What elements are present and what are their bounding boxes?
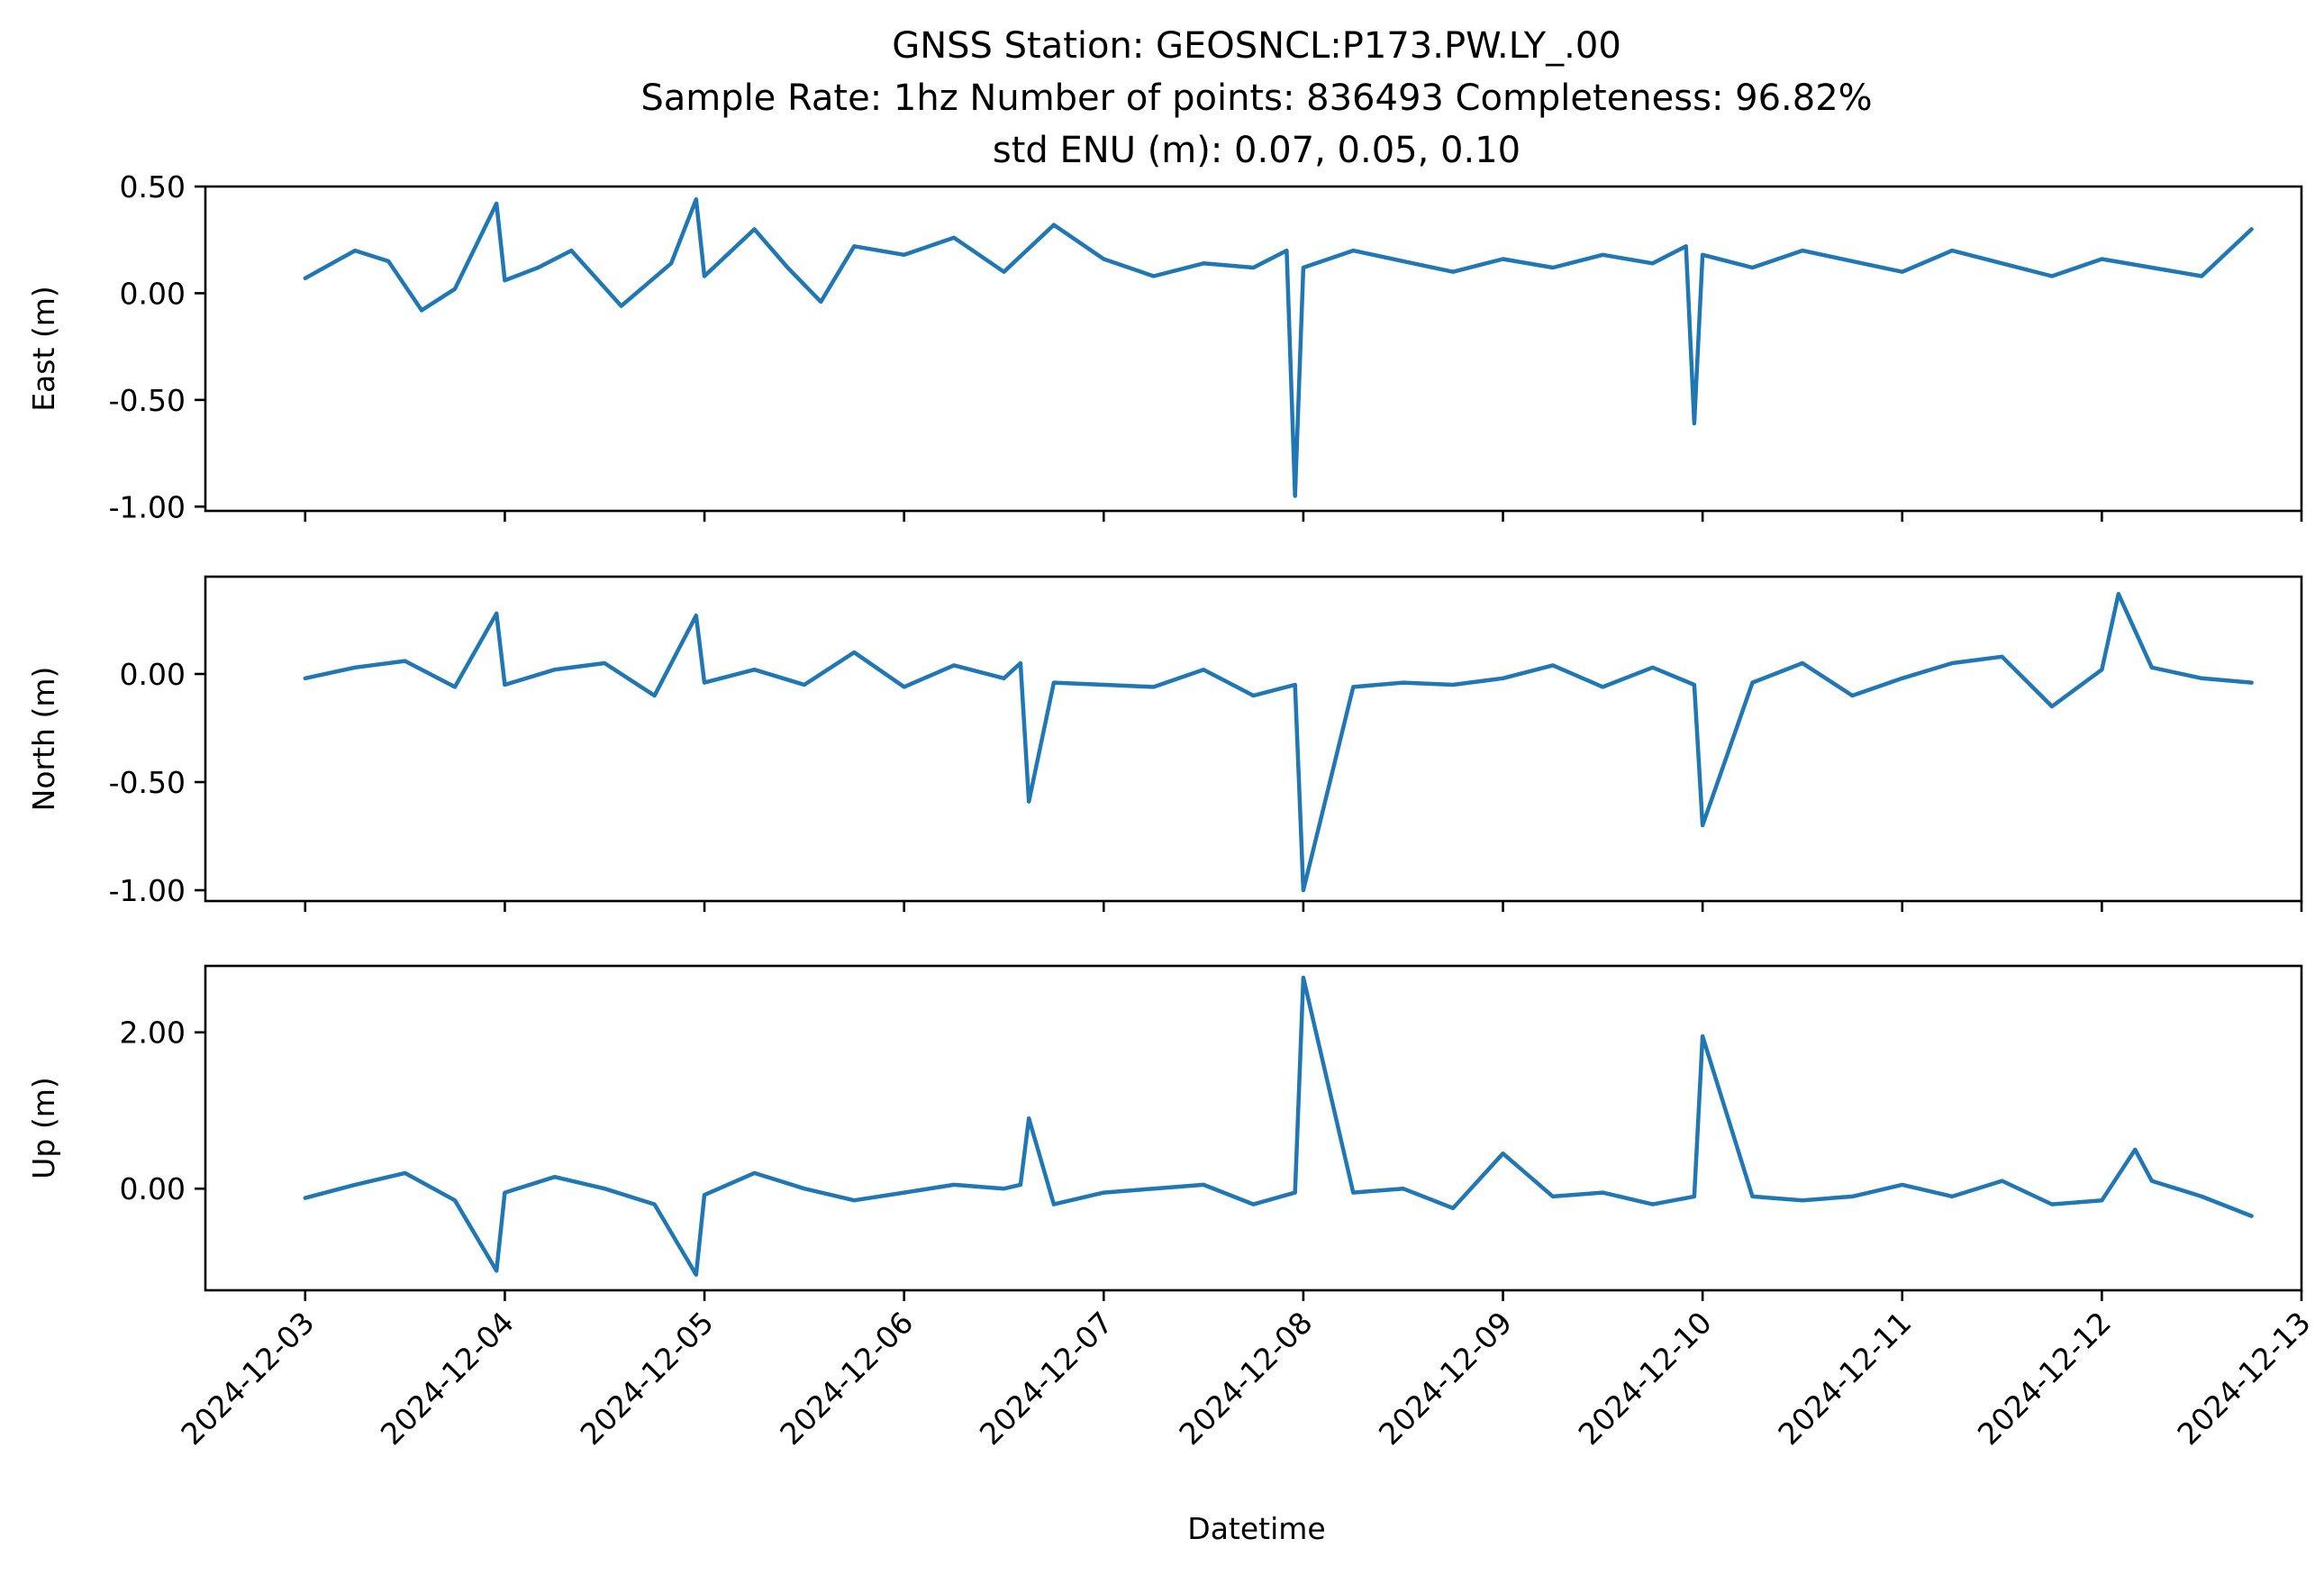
east-panel: 0.50 0.00 -0.50 -1.00 East (m) — [26, 169, 2303, 524]
east-y-tick-label: -1.00 — [109, 489, 186, 524]
up-y-tick-label: 0.00 — [120, 1171, 186, 1206]
up-axes-frame — [204, 964, 2303, 1292]
up-panel: 2.00 0.00 Up (m) — [26, 964, 2303, 1301]
x-tick-label: 2024-12-13 — [2170, 1305, 2317, 1452]
x-tick-label: 2024-12-08 — [1172, 1305, 1319, 1452]
x-tick-label: 2024-12-05 — [573, 1305, 720, 1452]
east-axes-frame — [204, 185, 2303, 513]
east-y-tick-label: 0.00 — [120, 276, 186, 311]
east-y-tick-label: -0.50 — [109, 383, 186, 418]
x-tick-label: 2024-12-09 — [1372, 1305, 1519, 1452]
north-y-tick-label: -1.00 — [109, 873, 186, 908]
north-y-tick-label: -0.50 — [109, 765, 186, 800]
east-y-tick-label: 0.50 — [120, 169, 186, 205]
title-line-2: Sample Rate: 1hz Number of points: 83649… — [640, 77, 1872, 119]
up-y-tick-label: 2.00 — [120, 1015, 186, 1051]
up-y-axis-label: Up (m) — [26, 1077, 61, 1179]
x-tick-label: 2024-12-06 — [773, 1305, 920, 1452]
north-y-axis-label: North (m) — [26, 667, 61, 812]
chart-title: GNSS Station: GEOSNCL:P173.PW.LY_.00 Sam… — [640, 25, 1872, 171]
x-tick-label: 2024-12-11 — [1771, 1305, 1918, 1452]
x-tick-label: 2024-12-07 — [973, 1305, 1120, 1452]
x-tick-label: 2024-12-10 — [1572, 1305, 1719, 1452]
north-panel: 0.00 -0.50 -1.00 North (m) — [26, 575, 2303, 912]
title-line-1: GNSS Station: GEOSNCL:P173.PW.LY_.00 — [892, 25, 1621, 67]
x-tick-label: 2024-12-04 — [374, 1305, 521, 1452]
north-axes-frame — [204, 575, 2303, 903]
up-series-line — [303, 975, 2254, 1277]
x-tick-label: 2024-12-03 — [174, 1305, 321, 1452]
east-series-line — [303, 196, 2254, 498]
x-axis-label: Datetime — [1187, 1511, 1325, 1546]
x-tick-labels: 2024-12-03 2024-12-04 2024-12-05 2024-12-06… — [174, 1305, 2317, 1452]
east-y-axis-label: East (m) — [26, 286, 61, 412]
x-tick-label: 2024-12-12 — [1971, 1305, 2118, 1452]
north-y-tick-label: 0.00 — [120, 657, 186, 692]
title-line-3: std ENU (m): 0.07, 0.05, 0.10 — [993, 130, 1521, 171]
north-series-line — [303, 591, 2254, 893]
